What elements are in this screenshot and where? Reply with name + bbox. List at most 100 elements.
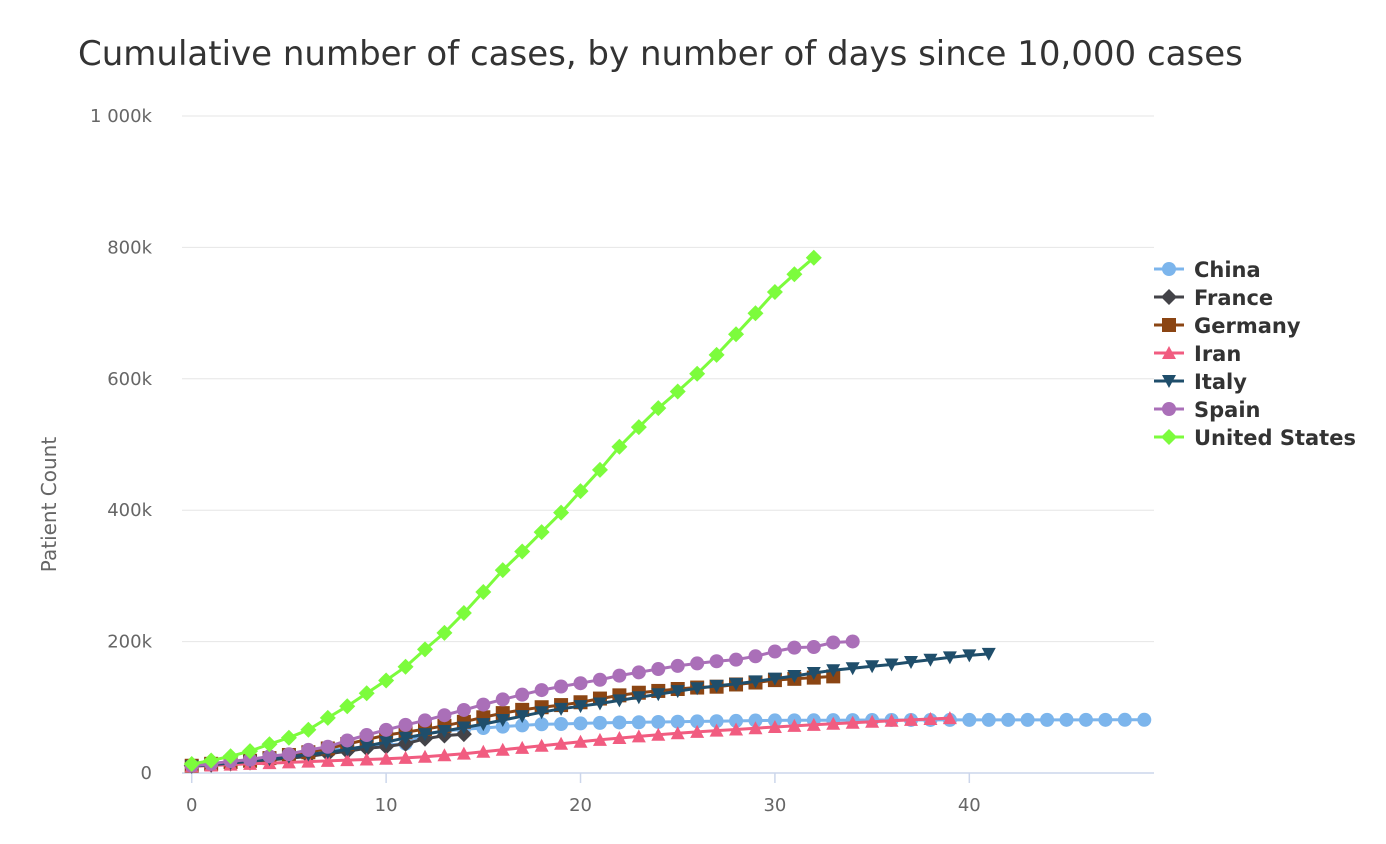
- legend-label-iran: Iran: [1194, 342, 1241, 366]
- data-point-united-states: [300, 721, 317, 738]
- data-point-italy: [573, 700, 588, 714]
- data-point-china: [554, 717, 569, 732]
- x-tick-label: 20: [569, 795, 592, 816]
- legend-item-iran: Iran: [1154, 342, 1241, 366]
- data-point-iran: [554, 736, 569, 750]
- data-point-italy: [592, 697, 607, 711]
- legend-label-united-states: United States: [1194, 426, 1356, 450]
- data-point-iran: [690, 724, 705, 738]
- data-point-iran: [456, 746, 471, 760]
- data-point-united-states: [708, 346, 725, 363]
- data-point-iran: [631, 729, 646, 743]
- data-point-iran: [379, 751, 394, 765]
- data-point-spain: [554, 679, 569, 694]
- data-point-iran: [534, 738, 549, 752]
- data-point-italy: [612, 694, 627, 708]
- data-point-united-states: [630, 419, 647, 436]
- y-axis-title: Patient Count: [37, 437, 61, 573]
- x-tick-label: 30: [763, 795, 786, 816]
- data-point-spain: [262, 749, 277, 764]
- data-point-spain: [767, 644, 782, 659]
- legend: China France Germany Iran Italy Spain United S…: [1154, 258, 1356, 450]
- data-point-spain: [670, 658, 685, 673]
- data-point-spain: [320, 739, 335, 754]
- data-point-iran: [418, 749, 432, 763]
- data-point-china: [651, 714, 666, 729]
- data-point-china: [962, 712, 977, 727]
- data-point-italy: [554, 702, 569, 716]
- data-point-italy: [923, 653, 938, 667]
- data-point-iran: [573, 734, 588, 748]
- data-point-china: [1098, 712, 1113, 727]
- data-point-italy: [398, 731, 413, 745]
- data-point-spain: [379, 722, 394, 737]
- y-tick-label: 0: [141, 763, 152, 784]
- data-point-iran: [748, 721, 763, 735]
- x-tick-label: 10: [375, 795, 398, 816]
- data-point-china: [670, 714, 685, 729]
- data-point-united-states: [455, 605, 472, 622]
- data-point-italy: [651, 688, 666, 702]
- data-point-iran: [923, 711, 938, 725]
- data-point-italy: [340, 743, 355, 757]
- data-point-spain: [534, 683, 549, 698]
- data-point-china: [1040, 712, 1055, 727]
- data-point-italy: [670, 685, 685, 699]
- data-point-united-states: [242, 743, 259, 760]
- data-point-united-states: [339, 698, 356, 715]
- data-point-united-states: [553, 504, 570, 521]
- data-point-united-states: [378, 672, 395, 689]
- data-point-china: [1020, 712, 1035, 727]
- legend-label-france: France: [1194, 286, 1273, 310]
- data-point-iran: [787, 718, 802, 732]
- data-point-united-states: [183, 756, 200, 773]
- data-point-italy: [767, 672, 782, 686]
- data-point-iran: [515, 740, 530, 754]
- legend-item-china: China: [1154, 258, 1261, 282]
- data-point-china: [515, 718, 530, 733]
- data-point-united-states: [358, 685, 375, 702]
- data-point-iran: [592, 732, 607, 746]
- data-point-iran: [942, 711, 957, 725]
- data-point-spain: [651, 662, 666, 677]
- data-point-iran: [340, 753, 355, 767]
- data-point-united-states: [689, 365, 706, 382]
- legend-label-italy: Italy: [1194, 370, 1247, 394]
- data-point-china: [534, 717, 549, 732]
- data-point-iran: [904, 712, 918, 726]
- data-point-united-states: [786, 266, 803, 283]
- data-point-china: [709, 714, 724, 729]
- data-point-italy: [962, 649, 977, 663]
- data-point-china: [729, 713, 744, 728]
- y-tick-label: 1 000k: [90, 106, 153, 127]
- data-point-united-states: [728, 326, 745, 343]
- data-point-united-states: [261, 736, 278, 753]
- data-point-iran: [767, 719, 782, 733]
- data-point-italy: [690, 682, 705, 696]
- legend-swatch-marker: [1162, 375, 1176, 388]
- data-point-china: [690, 714, 705, 729]
- data-point-spain: [476, 697, 491, 712]
- data-point-spain: [826, 635, 841, 650]
- legend-item-italy: Italy: [1154, 370, 1247, 394]
- data-point-spain: [806, 640, 821, 655]
- data-point-spain: [612, 668, 627, 683]
- data-point-italy: [865, 660, 880, 674]
- data-point-united-states: [766, 283, 783, 300]
- data-point-united-states: [397, 658, 414, 675]
- data-point-iran: [320, 753, 335, 767]
- data-point-china: [1117, 712, 1132, 727]
- y-tick-label: 600k: [107, 369, 152, 390]
- data-point-united-states: [417, 641, 433, 658]
- data-point-italy: [787, 670, 802, 684]
- data-point-spain: [301, 742, 316, 757]
- legend-item-spain: Spain: [1154, 398, 1260, 422]
- data-point-united-states: [436, 624, 453, 641]
- data-point-china: [1059, 712, 1074, 727]
- data-point-italy: [418, 728, 432, 742]
- data-point-spain: [340, 733, 355, 748]
- data-point-iran: [865, 714, 880, 728]
- data-point-iran: [845, 715, 860, 729]
- data-point-italy: [476, 718, 491, 732]
- legend-item-united-states: United States: [1154, 426, 1356, 450]
